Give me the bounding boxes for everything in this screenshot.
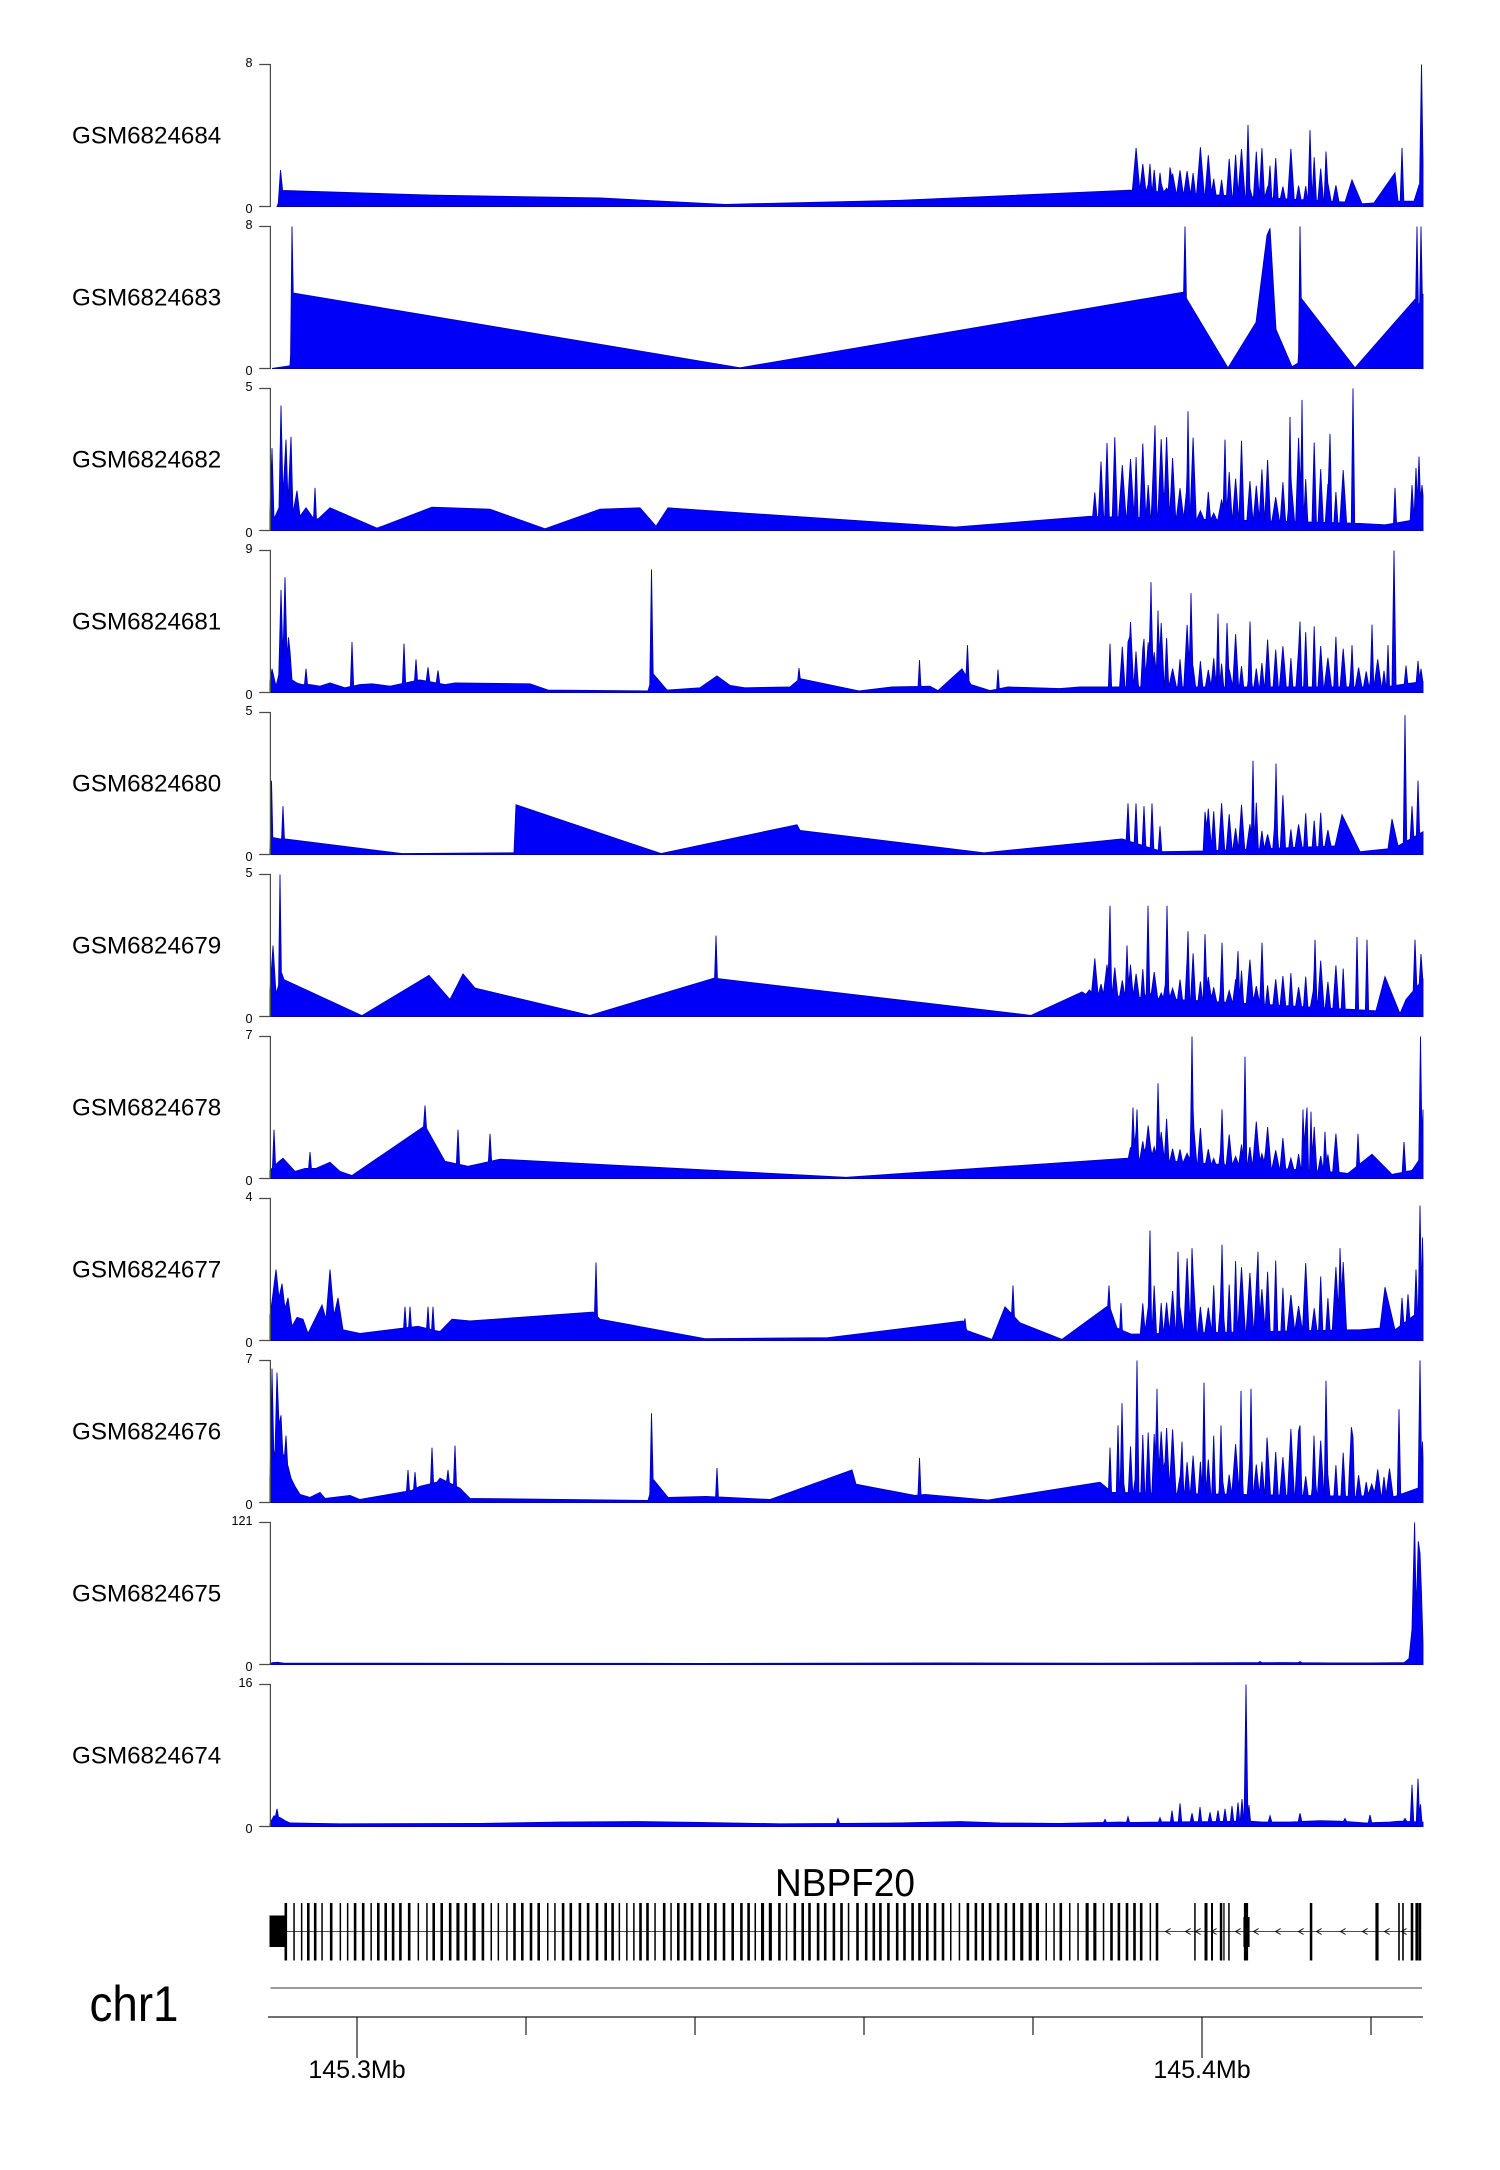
svg-text:145.4Mb: 145.4Mb [1153,2056,1250,2084]
svg-text:0: 0 [245,688,252,702]
svg-text:0: 0 [245,1012,252,1026]
svg-text:4: 4 [245,1190,252,1204]
svg-text:GSM6824680: GSM6824680 [72,771,221,798]
svg-text:NBPF20: NBPF20 [775,1862,915,1905]
svg-text:5: 5 [245,704,252,718]
svg-text:16: 16 [238,1676,252,1690]
svg-text:GSM6824675: GSM6824675 [72,1581,221,1608]
svg-text:GSM6824678: GSM6824678 [72,1095,221,1122]
svg-text:0: 0 [245,1498,252,1512]
svg-text:GSM6824674: GSM6824674 [72,1743,221,1770]
svg-text:8: 8 [245,56,252,70]
svg-text:0: 0 [245,202,252,216]
svg-text:0: 0 [245,1336,252,1350]
svg-text:GSM6824679: GSM6824679 [72,933,221,960]
svg-text:0: 0 [245,1822,252,1836]
svg-text:GSM6824681: GSM6824681 [72,609,221,636]
svg-text:5: 5 [245,380,252,394]
svg-text:8: 8 [245,218,252,232]
svg-text:121: 121 [231,1514,252,1528]
svg-text:0: 0 [245,364,252,378]
svg-text:7: 7 [245,1028,252,1042]
svg-text:9: 9 [245,542,252,556]
svg-text:145.3Mb: 145.3Mb [308,2056,405,2084]
svg-text:GSM6824676: GSM6824676 [72,1419,221,1446]
svg-text:GSM6824677: GSM6824677 [72,1257,221,1284]
svg-text:GSM6824684: GSM6824684 [72,123,221,150]
svg-text:0: 0 [245,850,252,864]
svg-text:5: 5 [245,866,252,880]
svg-text:chr1: chr1 [90,1976,179,2032]
svg-text:0: 0 [245,1660,252,1674]
svg-text:GSM6824683: GSM6824683 [72,285,221,312]
svg-text:0: 0 [245,526,252,540]
svg-text:0: 0 [245,1174,252,1188]
svg-text:7: 7 [245,1352,252,1366]
svg-text:GSM6824682: GSM6824682 [72,447,221,474]
